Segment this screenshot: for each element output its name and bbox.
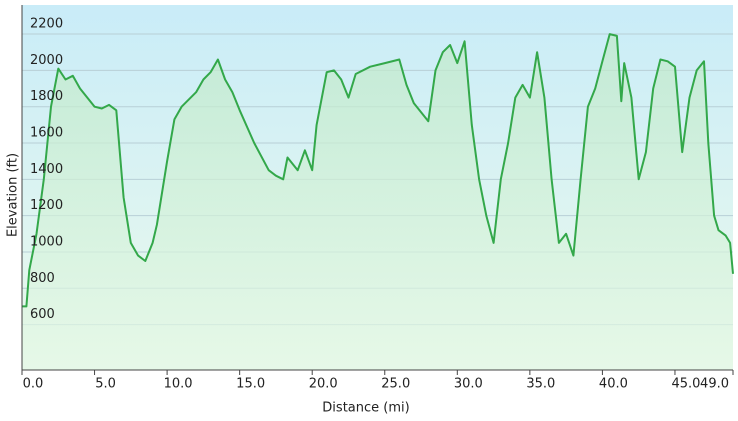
x-tick-label: 20.0 <box>309 377 338 392</box>
y-axis-label: Elevation (ft) <box>6 153 21 237</box>
y-tick-label: 2000 <box>30 53 63 68</box>
x-tick-label: 49.0 <box>700 377 729 392</box>
y-tick-label: 1800 <box>30 89 63 104</box>
y-tick-label: 1400 <box>30 162 63 177</box>
x-tick-label: 5.0 <box>95 377 116 392</box>
y-tick-label: 800 <box>30 271 55 286</box>
x-tick-label: 45.0 <box>671 377 700 392</box>
x-tick-label: 40.0 <box>599 377 628 392</box>
y-tick-label: 1600 <box>30 126 63 141</box>
x-tick-label: 0.0 <box>23 377 44 392</box>
y-tick-label: 2200 <box>30 17 63 32</box>
area <box>22 34 733 370</box>
x-tick-label: 25.0 <box>381 377 410 392</box>
x-tick-label: 35.0 <box>526 377 555 392</box>
y-tick-label: 1200 <box>30 198 63 213</box>
x-axis-label: Distance (mi) <box>322 401 409 416</box>
x-tick-label: 30.0 <box>454 377 483 392</box>
x-tick-label: 15.0 <box>236 377 265 392</box>
y-tick-label: 1000 <box>30 234 63 249</box>
y-tick-label: 600 <box>30 307 55 322</box>
line <box>22 33 734 308</box>
x-tick-label: 10.0 <box>164 377 193 392</box>
